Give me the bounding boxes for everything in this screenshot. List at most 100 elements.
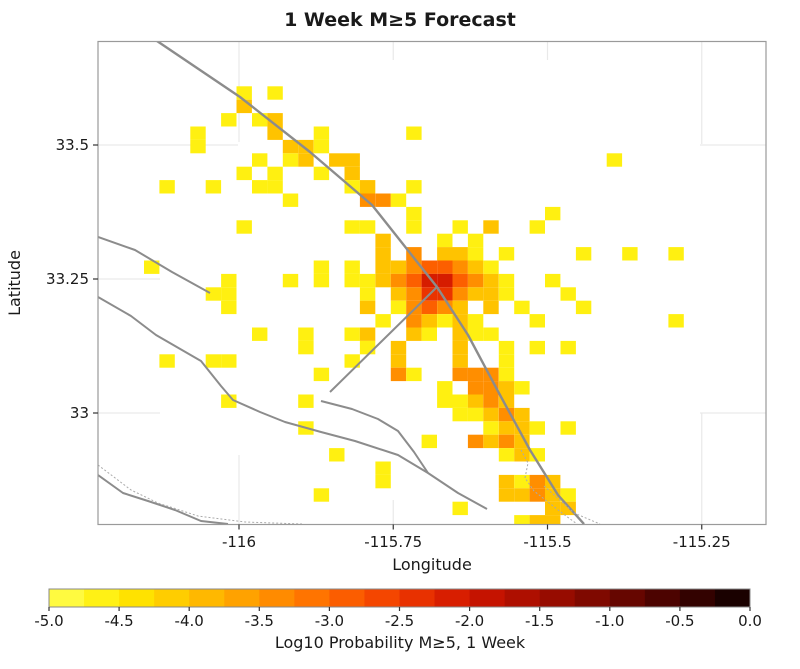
probability-cell [267, 126, 283, 140]
probability-cell [437, 273, 453, 288]
probability-cell [144, 260, 160, 274]
probability-cell [406, 220, 422, 234]
fault-line [329, 286, 438, 393]
colorbar-segment [329, 589, 365, 607]
x-axis-label: Longitude [392, 555, 472, 574]
probability-cell [545, 273, 561, 288]
probability-cell [406, 287, 422, 301]
probability-cell [467, 314, 484, 328]
x-tick-label: -116 [222, 533, 256, 551]
colorbar-segment [399, 589, 436, 607]
probability-cell [498, 354, 515, 368]
probability-cell [529, 474, 545, 489]
probability-cell [375, 273, 391, 288]
probability-cell [452, 407, 468, 422]
probability-cell [236, 86, 252, 100]
probability-cell [359, 180, 376, 194]
probability-cell [498, 247, 515, 261]
probability-cell [313, 139, 330, 154]
colorbar-tick-label: -1.0 [595, 612, 624, 630]
probability-cell [252, 327, 268, 341]
probability-cell [375, 461, 391, 475]
probability-cell [452, 247, 468, 261]
probability-cell [190, 139, 206, 154]
colorbar-segment [154, 589, 190, 607]
probability-cell [313, 260, 330, 274]
probability-cell [560, 340, 576, 355]
probability-cell [514, 474, 530, 489]
probability-cell [529, 448, 545, 462]
probability-cell [622, 247, 638, 261]
probability-cell [406, 206, 422, 221]
probability-cell [375, 474, 391, 489]
colorbar-segment [469, 589, 506, 607]
colorbar-tick-label: -0.5 [665, 612, 694, 630]
probability-cell [359, 220, 376, 234]
probability-cell [221, 354, 237, 368]
colorbar-segment [294, 589, 330, 607]
probability-cell [437, 314, 453, 328]
probability-cell [483, 220, 499, 234]
probability-cell [406, 260, 422, 274]
colorbar-segment [364, 589, 400, 607]
probability-cell [529, 340, 545, 355]
probability-cell [483, 327, 499, 341]
probability-cell [406, 273, 422, 288]
probability-cell [406, 314, 422, 328]
probability-cell [545, 501, 561, 516]
probability-cell [514, 300, 530, 315]
probability-cell [344, 166, 360, 181]
probability-cell [282, 193, 299, 207]
probability-cell [467, 367, 484, 382]
probability-cell [545, 515, 561, 525]
colorbar-tick-label: -4.0 [175, 612, 204, 630]
probability-cell [467, 327, 484, 341]
probability-cell [375, 193, 391, 207]
fault-line [98, 296, 488, 510]
probability-cell [390, 300, 407, 315]
x-tick-label: -115.5 [523, 533, 571, 551]
probability-cell [498, 287, 515, 301]
probability-cell [344, 273, 360, 288]
probability-cell [375, 247, 391, 261]
chart-title: 1 Week M≥5 Forecast [284, 9, 516, 31]
colorbar-segment [119, 589, 155, 607]
colorbar-segment [434, 589, 471, 607]
probability-cell [514, 381, 530, 395]
probability-cell [483, 300, 499, 315]
probability-cell [668, 247, 684, 261]
probability-cell [452, 340, 468, 355]
probability-cell [560, 287, 576, 301]
probability-cell [437, 394, 453, 408]
probability-cell [668, 314, 684, 328]
colorbar-segment [189, 589, 225, 607]
probability-cell [452, 354, 468, 368]
colorbar-segment [609, 589, 646, 607]
probability-cell [205, 287, 222, 301]
probability-cell [452, 394, 468, 408]
probability-cell [267, 86, 283, 100]
probability-cell [560, 488, 576, 502]
probability-cell [467, 287, 484, 301]
probability-cell [359, 340, 376, 355]
probability-cell [452, 501, 468, 516]
probability-cell [313, 273, 330, 288]
colorbar-tick-label: -2.0 [455, 612, 484, 630]
colorbar-segment [644, 589, 681, 607]
probability-cell [390, 340, 407, 355]
probability-cell [344, 153, 360, 167]
probability-cell [406, 126, 422, 140]
probability-cell [452, 287, 468, 301]
x-tick-label: -115.75 [364, 533, 422, 551]
probability-cell [359, 327, 376, 341]
probability-cell [529, 421, 545, 435]
probability-cell [390, 260, 407, 274]
probability-cell [390, 273, 407, 288]
probability-cell [313, 166, 330, 181]
colorbar-label: Log10 Probability M≥5, 1 Week [275, 633, 526, 652]
probability-cell [252, 113, 268, 127]
probability-cell [375, 314, 391, 328]
fault-line [320, 400, 429, 474]
colorbar-segment [49, 589, 85, 607]
probability-cell [452, 260, 468, 274]
